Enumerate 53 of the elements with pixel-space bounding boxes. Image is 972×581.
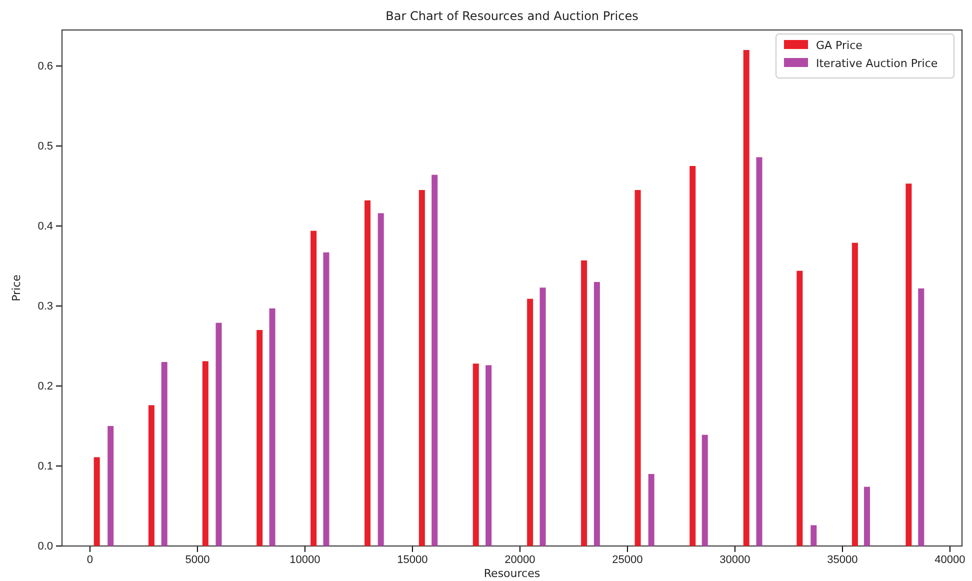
- y-tick-label: 0.5: [38, 140, 53, 153]
- x-tick-label: 0: [86, 554, 94, 566]
- bar: [581, 260, 588, 546]
- bar: [918, 288, 924, 546]
- bar: [432, 174, 438, 546]
- x-tick-label: 15000: [397, 554, 428, 566]
- x-axis-title: Resources: [484, 567, 540, 580]
- bar: [486, 365, 492, 546]
- bar: [148, 405, 154, 546]
- bar: [634, 190, 641, 546]
- legend-label: GA Price: [816, 39, 863, 52]
- bar: [472, 364, 479, 546]
- bar: [743, 50, 750, 546]
- x-tick-label: 10000: [290, 554, 320, 566]
- y-axis-title: Price: [10, 274, 23, 302]
- bar: [527, 298, 534, 546]
- bar: [269, 308, 276, 546]
- bar: [690, 166, 696, 546]
- bar: [378, 213, 384, 546]
- bar: [810, 525, 817, 546]
- bar: [756, 157, 762, 546]
- x-tick-label: 5000: [185, 554, 210, 566]
- bar: [216, 322, 222, 546]
- bar: [202, 361, 208, 546]
- bar: [864, 486, 870, 546]
- y-tick-label: 0.4: [38, 220, 53, 233]
- bar: [364, 200, 371, 546]
- bar: [852, 242, 858, 546]
- x-tick-label: 25000: [612, 554, 643, 566]
- bar: [594, 282, 600, 546]
- bar: [796, 270, 803, 546]
- x-tick-label: 35000: [827, 554, 858, 566]
- y-tick-label: 0.1: [38, 460, 53, 473]
- x-tick-label: 40000: [934, 554, 966, 566]
- x-tick-label: 30000: [720, 554, 750, 566]
- bar: [418, 190, 425, 546]
- bar: [94, 457, 100, 546]
- bar: [702, 434, 708, 546]
- bar: [906, 184, 912, 546]
- bar: [648, 474, 654, 546]
- bar: [256, 330, 263, 546]
- legend-label: Iterative Auction Price: [816, 57, 938, 70]
- x-tick-label: 20000: [504, 554, 536, 566]
- y-tick-label: 0.2: [38, 380, 53, 393]
- y-tick-label: 0.0: [38, 540, 53, 553]
- chart-title: Bar Chart of Resources and Auction Prices: [386, 9, 638, 23]
- bar: [108, 426, 114, 546]
- bar: [161, 362, 168, 546]
- bar: [310, 230, 317, 546]
- y-tick-label: 0.3: [38, 300, 53, 313]
- y-tick-label: 0.6: [38, 60, 53, 73]
- bar: [540, 288, 546, 546]
- bar: [323, 252, 330, 546]
